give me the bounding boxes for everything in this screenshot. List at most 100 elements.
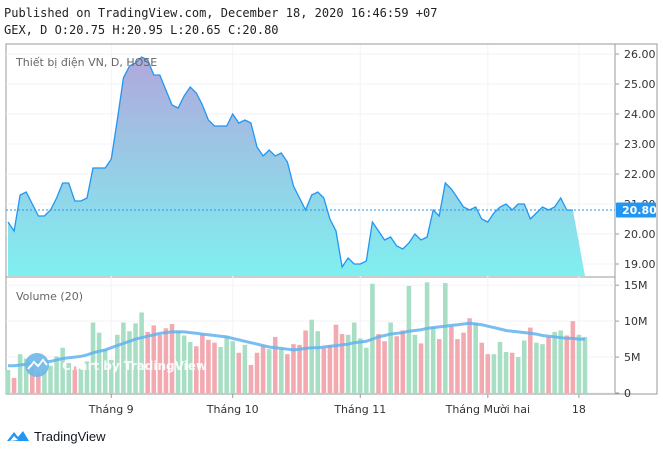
volume-bar [72, 366, 78, 393]
volume-bar [200, 334, 205, 393]
volume-bar [388, 322, 393, 393]
volume-bar [449, 326, 454, 393]
volume-bar [540, 344, 545, 393]
volume-bar [42, 370, 47, 393]
volume-tick-label: 10M [624, 315, 648, 328]
volume-bar [576, 334, 582, 393]
volume-bar [570, 321, 576, 393]
volume-bar [121, 322, 126, 393]
volume-bar [54, 356, 59, 393]
volume-bar [212, 342, 217, 393]
volume-bar [181, 335, 187, 393]
volume-bar [236, 352, 242, 393]
volume-bar [357, 338, 363, 393]
volume-bar [503, 352, 509, 393]
volume-bar [90, 322, 96, 393]
chart-title: Thiết bị điện VN, D, HOSE [15, 56, 157, 69]
volume-bar [194, 346, 199, 393]
volume-bar [345, 334, 351, 393]
volume-bar [521, 340, 527, 393]
volume-bar [151, 325, 157, 393]
volume-bar [175, 330, 181, 393]
volume-bar [291, 344, 296, 393]
time-tick-label: 18 [572, 403, 586, 416]
tradingview-watermark: Chart by TradingView [25, 353, 207, 377]
volume-bar [455, 339, 460, 393]
volume-bar [266, 349, 272, 393]
volume-bar [497, 341, 503, 393]
volume-bar [5, 370, 11, 393]
volume-bar [436, 339, 442, 393]
volume-bar [424, 282, 430, 393]
volume-bar [272, 336, 278, 393]
volume-bar [509, 352, 515, 393]
footer-brand-label: TradingView [34, 428, 106, 444]
volume-tick-label: 0 [624, 387, 631, 400]
volume-bar [206, 339, 211, 393]
volume-bar [303, 330, 308, 393]
volume-bar [400, 330, 406, 393]
volume-bar [285, 354, 290, 393]
volume-bar [224, 336, 229, 393]
volume-bar [169, 324, 175, 393]
volume-bar [133, 323, 138, 393]
volume-bar [254, 352, 260, 393]
price-tick-label: 22.00 [624, 168, 656, 181]
volume-bar [467, 318, 472, 393]
volume-bar [279, 349, 284, 393]
volume-bar [315, 331, 321, 393]
time-tick-label: Tháng Mười hai [445, 403, 530, 416]
volume-bar [260, 345, 266, 393]
volume-bar [515, 357, 521, 393]
volume-bar [564, 335, 570, 393]
volume-bar [23, 358, 29, 393]
volume-bar [552, 331, 557, 393]
volume-bar [187, 341, 193, 393]
time-tick-label: Tháng 9 [88, 403, 134, 416]
volume-bar [479, 342, 485, 393]
volume-bar [546, 336, 551, 393]
volume-bar [364, 347, 369, 393]
volume-bar [534, 342, 539, 393]
price-tick-label: 19.00 [624, 258, 656, 271]
volume-bar [297, 344, 302, 393]
volume-bar [157, 334, 163, 393]
price-tick-label: 23.00 [624, 138, 656, 151]
volume-bar [66, 362, 72, 393]
volume-bar [333, 324, 339, 393]
volume-bar [418, 343, 424, 393]
chart-canvas[interactable]: 26.0025.0024.0023.0022.0021.0020.0019.00… [0, 0, 663, 425]
volume-bar [127, 331, 132, 393]
volume-bar [485, 354, 491, 393]
volume-bar [528, 327, 533, 393]
volume-bar [382, 341, 387, 393]
volume-ma-line [8, 321, 585, 368]
volume-bar [96, 332, 102, 393]
volume-bar [351, 322, 357, 393]
volume-tick-label: 5M [624, 351, 641, 364]
price-axis-frame [614, 43, 658, 395]
volume-bar [473, 322, 478, 393]
price-line [7, 56, 573, 269]
volume-bar [163, 328, 169, 393]
volume-bar [376, 334, 381, 393]
chart-logo-icon [27, 358, 48, 370]
volume-bar [582, 336, 588, 393]
volume-bar [17, 354, 23, 393]
volume-tick-label: 15M [624, 279, 648, 292]
volume-bar [321, 347, 327, 393]
volume-title: Volume (20) [16, 290, 83, 303]
tradingview-logo-icon [7, 431, 29, 441]
last-price-tag [616, 202, 656, 218]
last-price-label: 20.80 [622, 204, 657, 217]
volume-bar [30, 367, 35, 393]
volume-bar [339, 334, 345, 393]
time-tick-label: Tháng 11 [333, 403, 386, 416]
volume-bar [48, 365, 53, 393]
volume-bar [242, 344, 248, 393]
volume-bar [406, 285, 412, 393]
price-area-fill [8, 57, 585, 276]
volume-bar [248, 364, 254, 393]
footer-brand[interactable]: TradingView [6, 428, 106, 444]
volume-bar [60, 347, 65, 393]
